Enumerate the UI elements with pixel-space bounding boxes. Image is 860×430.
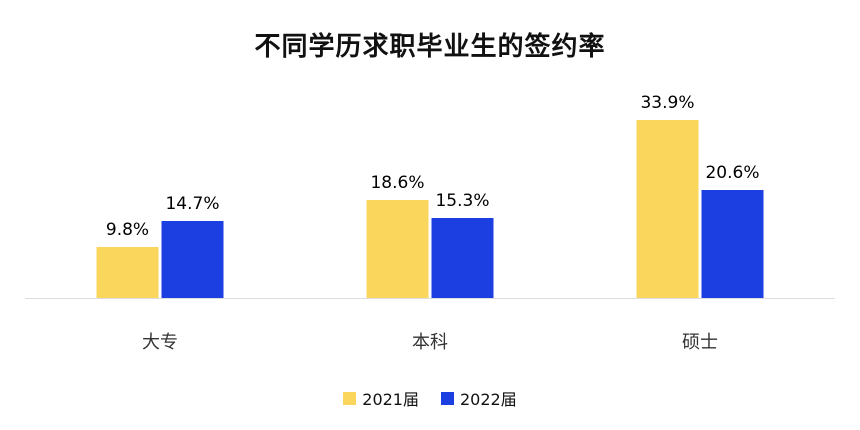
- value-label: 20.6%: [705, 163, 760, 183]
- bar-column: 9.8%: [96, 220, 159, 298]
- value-label: 33.9%: [640, 93, 695, 113]
- legend-swatch-icon: [441, 391, 454, 405]
- bar: [366, 200, 429, 298]
- bar: [636, 120, 699, 298]
- legend: 2021届 2022届: [0, 386, 860, 410]
- legend-swatch-icon: [343, 391, 357, 405]
- bar-group: 18.6% 15.3%: [366, 173, 494, 298]
- value-label: 9.8%: [105, 220, 150, 240]
- legend-item: 2022届: [441, 386, 517, 410]
- bar-column: 14.7%: [161, 194, 224, 298]
- bar-column: 15.3%: [431, 191, 494, 298]
- bar: [96, 247, 159, 298]
- value-label: 18.6%: [370, 173, 425, 193]
- value-label: 15.3%: [435, 191, 490, 211]
- chart-title: 不同学历求职毕业生的签约率: [254, 32, 606, 62]
- bar-group: 33.9% 20.6%: [636, 93, 764, 298]
- bar: [701, 190, 764, 298]
- bar-group: 9.8% 14.7%: [96, 194, 224, 298]
- legend-label: 2021届: [362, 390, 419, 409]
- legend-label: 2022届: [460, 390, 517, 409]
- category-axis: 大专 本科 硕士: [25, 328, 835, 354]
- bar-column: 18.6%: [366, 173, 429, 298]
- value-label: 14.7%: [165, 194, 220, 214]
- legend-item: 2021届: [343, 386, 419, 410]
- plot-area: 9.8% 14.7% 18.6% 15.3% 33.9% 20.6%: [25, 62, 835, 299]
- category-label: 本科: [412, 332, 448, 353]
- bar: [161, 221, 224, 298]
- bar-column: 20.6%: [701, 163, 764, 298]
- bar-column: 33.9%: [636, 93, 699, 298]
- category-label: 大专: [141, 332, 178, 353]
- bar: [431, 218, 494, 298]
- category-label: 硕士: [682, 332, 718, 353]
